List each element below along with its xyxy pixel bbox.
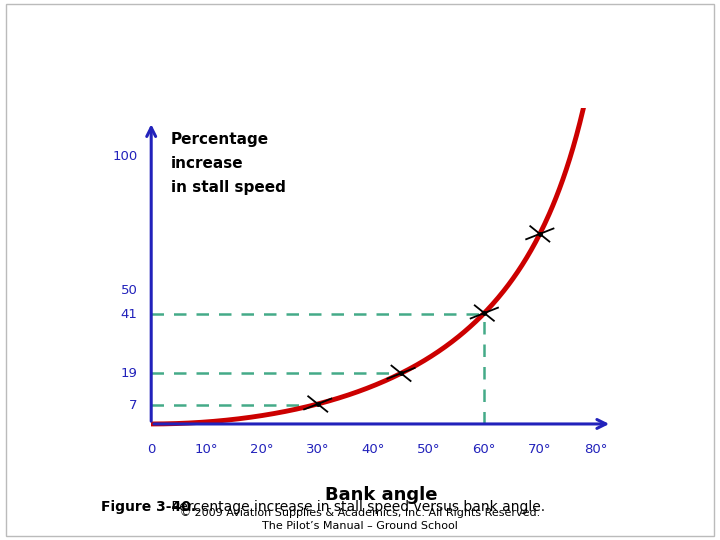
Text: 7: 7 (129, 399, 138, 411)
Text: Percentage: Percentage (171, 132, 269, 147)
Text: 19: 19 (120, 367, 138, 380)
Text: 50: 50 (120, 284, 138, 296)
Text: Bank angle: Bank angle (325, 486, 438, 504)
Text: increase: increase (171, 156, 243, 171)
Text: Percentage increase in stall speed versus bank angle.: Percentage increase in stall speed versu… (167, 500, 545, 514)
Text: Figure 3-40.: Figure 3-40. (101, 500, 196, 514)
Text: 50°: 50° (417, 443, 441, 456)
Text: 41: 41 (120, 308, 138, 321)
Text: 70°: 70° (528, 443, 552, 456)
Text: 80°: 80° (584, 443, 607, 456)
Text: 60°: 60° (472, 443, 496, 456)
Text: 20°: 20° (251, 443, 274, 456)
Text: 0: 0 (147, 443, 156, 456)
Text: 30°: 30° (306, 443, 330, 456)
Text: 40°: 40° (361, 443, 385, 456)
Text: The Pilot’s Manual – Ground School: The Pilot’s Manual – Ground School (262, 521, 458, 531)
Text: in stall speed: in stall speed (171, 180, 286, 195)
Text: 10°: 10° (195, 443, 218, 456)
Text: 100: 100 (112, 150, 138, 163)
Text: © 2009 Aviation Supplies & Academics, Inc. All Rights Reserved.: © 2009 Aviation Supplies & Academics, In… (180, 508, 540, 518)
